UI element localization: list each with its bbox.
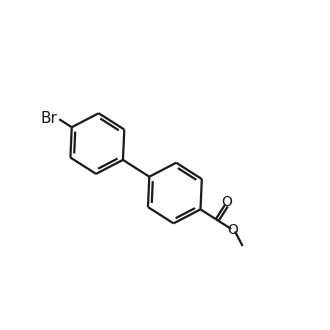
Text: O: O [221, 195, 232, 210]
Text: Br: Br [41, 111, 58, 126]
Text: O: O [227, 223, 238, 237]
